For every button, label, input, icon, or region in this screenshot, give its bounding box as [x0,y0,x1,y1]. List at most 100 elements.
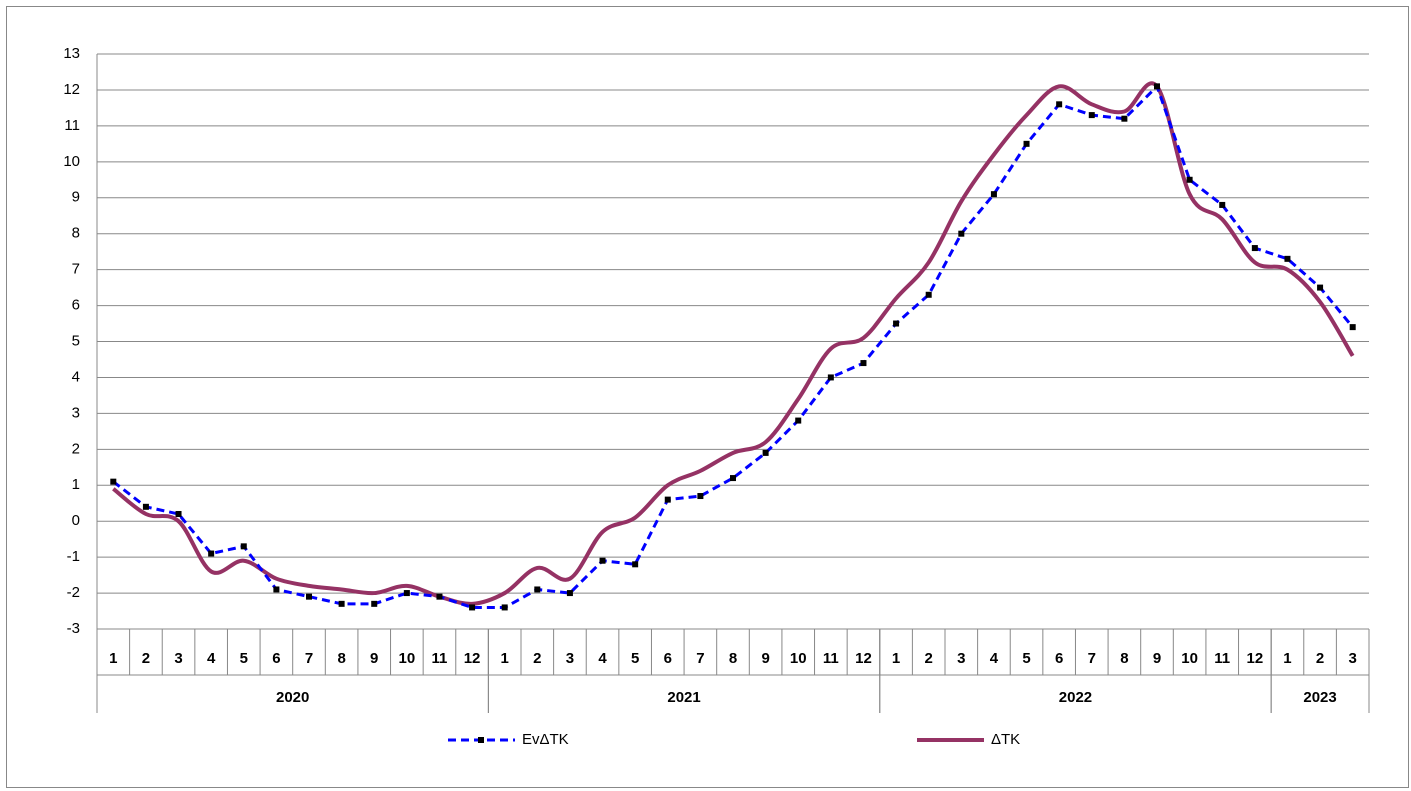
x-tick-label: 5 [240,650,248,667]
x-tick-label: 8 [729,650,737,667]
chart-frame [6,6,1409,788]
x-tick-label: 6 [272,650,280,667]
point-marker [306,593,312,600]
x-tick-label: 11 [823,650,839,667]
y-tick-label: -3 [67,620,80,637]
point-marker [1121,115,1128,122]
point-marker [403,590,410,597]
x-tick-label: 4 [598,650,607,667]
point-marker [1056,101,1063,108]
x-tick-label: 1 [1283,650,1291,667]
x-tick-label: 7 [696,650,704,667]
point-marker [436,593,443,600]
x-tick-label: 1 [109,650,117,667]
point-marker [566,590,573,597]
x-tick-label: 2 [1316,650,1324,667]
x-tick-label: 11 [432,650,448,667]
y-tick-label: 10 [63,153,80,170]
y-tick-label: -2 [67,584,80,601]
x-tick-label: 11 [1214,650,1230,667]
x-tick-label: 9 [761,650,769,667]
y-tick-label: 2 [72,440,80,457]
y-tick-label: 13 [63,45,80,62]
group-label: 2023 [1303,689,1336,706]
y-tick-label: 4 [72,368,80,385]
x-tick-label: 12 [1247,650,1264,667]
y-tick-label: 12 [63,81,80,98]
x-tick-label: 7 [305,650,313,667]
x-tick-label: 1 [892,650,900,667]
y-tick-label: 0 [72,512,80,529]
point-marker [990,191,997,198]
point-marker [1186,176,1193,183]
point-marker [599,557,606,564]
point-marker [1219,201,1226,208]
x-tick-label: 12 [855,650,872,667]
point-marker [1317,284,1324,291]
point-marker [208,550,215,557]
x-tick-label: 3 [957,650,965,667]
point-marker [371,600,378,607]
x-tick-label: 12 [464,650,481,667]
y-tick-label: 1 [72,476,80,493]
x-tick-label: 7 [1088,650,1096,667]
y-tick-label: 6 [72,297,80,314]
point-marker [175,511,182,517]
point-marker [110,478,117,485]
point-marker [730,475,736,482]
x-tick-label: 10 [790,650,807,667]
x-tick-label: 5 [631,650,639,667]
x-tick-label: 2 [142,650,150,667]
x-tick-label: 3 [174,650,182,667]
y-tick-label: 11 [64,117,80,134]
series-line [112,83,1354,609]
x-tick-label: 2 [533,650,541,667]
x-tick-label: 5 [1022,650,1030,667]
group-label: 2021 [667,689,700,706]
point-marker [1349,324,1356,331]
point-marker [534,586,541,593]
point-marker [1284,255,1291,262]
x-tick-label: 8 [337,650,345,667]
point-marker [795,417,802,424]
legend-label: ΔTK [991,731,1020,748]
point-marker [501,604,508,611]
x-tick-label: 6 [1055,650,1063,667]
y-tick-label: 7 [72,261,80,278]
x-tick-label: 9 [1153,650,1161,667]
point-marker [273,586,280,593]
point-marker [240,543,247,550]
x-tick-label: 3 [1349,650,1357,667]
point-marker [860,360,867,367]
point-marker [469,604,476,611]
y-tick-label: 5 [72,332,80,349]
y-tick-label: 9 [72,189,80,206]
legend-marker [478,737,484,743]
point-marker [827,374,834,381]
x-tick-label: 3 [566,650,574,667]
x-tick-label: 10 [1181,650,1198,667]
point-marker [664,496,671,503]
point-marker [1251,245,1258,252]
x-tick-label: 4 [207,650,216,667]
point-marker [697,493,704,500]
x-tick-label: 10 [399,650,416,667]
y-tick-label: 8 [72,225,80,242]
point-marker [1154,83,1160,90]
x-tick-label: 4 [990,650,999,667]
y-tick-label: -1 [67,548,80,565]
point-marker [338,600,345,607]
x-tick-label: 2 [925,650,933,667]
point-marker [1088,112,1095,119]
x-tick-label: 8 [1120,650,1128,667]
point-marker [958,230,965,237]
legend-label: EvΔTK [522,731,569,748]
point-marker [893,320,900,327]
x-tick-label: 9 [370,650,378,667]
y-tick-label: 3 [72,404,80,421]
group-label: 2022 [1059,689,1092,706]
point-marker [925,291,932,298]
point-marker [1023,140,1030,147]
point-marker [632,561,639,568]
